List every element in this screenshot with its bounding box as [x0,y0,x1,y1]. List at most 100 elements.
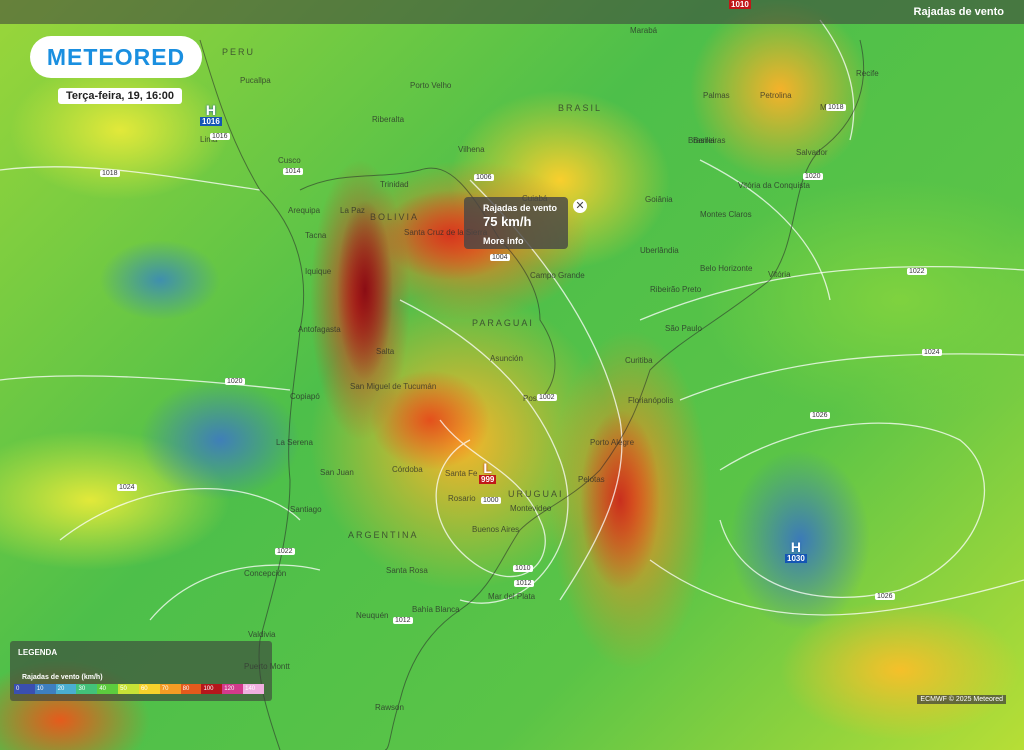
color-scale: 0 10 20 30 40 50 60 70 80 100 120 140 [14,684,264,694]
high-pressure[interactable]: H 1016 [200,103,222,126]
country-label: ARGENTINA [348,530,419,540]
popup-title: Rajadas de vento [483,203,558,213]
place-label: Porto Alegre [590,438,635,447]
more-info-link[interactable]: More info [483,236,524,246]
scale-step: 10 [34,684,56,694]
place-label: Santa Cruz de la Sierra [404,228,488,237]
place-label: Santa Rosa [386,566,428,575]
country-label: PARAGUAI [472,318,534,328]
isobar-label: 1012 [393,617,413,624]
place-label: Florianópolis [628,396,674,405]
isobar-label: 1024 [922,349,942,356]
place-label: Trinidad [380,180,409,189]
place-label: San Miguel de Tucumán [350,382,437,391]
place-label: Copiapó [290,392,320,401]
isobar-label: 1006 [474,174,494,181]
place-label: Goiânia [645,195,673,204]
isobar-label: 1014 [283,168,303,175]
low-pressure[interactable]: 1010 [729,0,751,9]
place-label: Petrolina [760,91,792,100]
isobar-label: 1002 [537,394,557,401]
place-label: Curitiba [625,356,653,365]
scale-step: 120 [222,684,244,694]
isobar-label: 1010 [513,565,533,572]
place-label: Montevideo [510,504,552,513]
place-label: Ribeirão Preto [650,285,702,294]
isobar-label: 1024 [117,484,137,491]
scale-step: 50 [118,684,139,694]
place-label: La Paz [340,206,365,215]
place-label: Bahía Blanca [412,605,460,614]
pressure-kind: L [483,460,492,476]
place-label: San Juan [320,468,354,477]
scale-step: 20 [55,684,77,694]
scale-step: 40 [97,684,119,694]
point-popup: Rajadas de vento 75 km/h More info [464,197,568,249]
place-label: La Serena [276,438,313,447]
country-label: PERU [222,47,256,57]
pressure-kind: H [790,539,801,555]
scale-step: 30 [76,684,98,694]
place-label: Mar del Plata [488,592,536,601]
place-label: Campo Grande [530,271,585,280]
isobar-label: 1018 [100,170,120,177]
country-label: BOLIVIA [370,212,420,222]
place-label: Vitória [768,270,791,279]
place-label: Palmas [703,91,730,100]
isobar-label: 1016 [210,133,230,140]
forecast-time: Terça-feira, 19, 16:00 [58,88,183,104]
scale-step: 60 [138,684,160,694]
place-label: Concepción [244,569,287,578]
place-label: Montes Claros [700,210,752,219]
place-label: Antofagasta [298,325,341,334]
country-label: BRASIL [558,103,603,113]
place-label: Córdoba [392,465,423,474]
isobar-label: 1020 [803,173,823,180]
place-label: Buenos Aires [472,525,520,534]
active-layer[interactable]: Rajadas de vento [913,6,1004,18]
place-label: Salta [376,347,395,356]
isobar-label: 1018 [826,104,846,111]
pressure-value: 1030 [785,554,807,563]
place-label: Riberalta [372,115,405,124]
place-label: Salvador [796,148,828,157]
place-label: Santa Fe [445,469,478,478]
place-label: Vilhena [458,145,485,154]
isobar-label: 1004 [490,254,510,261]
high-pressure[interactable]: H 1030 [785,540,807,563]
popup-value: 75 km/h [483,214,532,229]
close-button[interactable]: ✕ [573,199,587,213]
isobar-label: 1026 [875,593,895,600]
legend-title: LEGENDA [18,648,58,657]
legend: LEGENDA Rajadas de vento (km/h) 0 10 20 30 4… [10,641,272,701]
place-label: Arequipa [288,206,321,215]
low-pressure[interactable]: L 999 [479,460,497,484]
place-label: Neuquén [356,611,389,620]
scale-step: 0 [14,684,35,694]
place-label: Vitória da Conquista [738,181,810,190]
place-label: São Paulo [665,324,702,333]
place-label: Brasília [688,136,715,145]
scale-step: 100 [201,684,223,694]
place-label: Recife [856,69,879,78]
isobar-label: 1022 [907,268,927,275]
place-label: Pelotas [578,475,605,484]
place-label: Rawson [375,703,404,712]
place-label: Iquique [305,267,332,276]
place-label: Marabá [630,26,658,35]
logo[interactable]: METEORED [30,36,202,78]
place-label: Valdivia [248,630,276,639]
place-label: Pucallpa [240,76,271,85]
place-label: Santiago [290,505,322,514]
place-label: Barreiras [693,136,726,145]
credit: ECMWF © 2025 Meteored [917,695,1006,704]
place-label: Porto Velho [410,81,452,90]
country-label: URUGUAI [508,489,564,499]
pressure-value: 1010 [729,0,751,9]
place-label: Cusco [278,156,301,165]
place-label: Rosario [448,494,476,503]
place-label: Uberlândia [640,246,679,255]
